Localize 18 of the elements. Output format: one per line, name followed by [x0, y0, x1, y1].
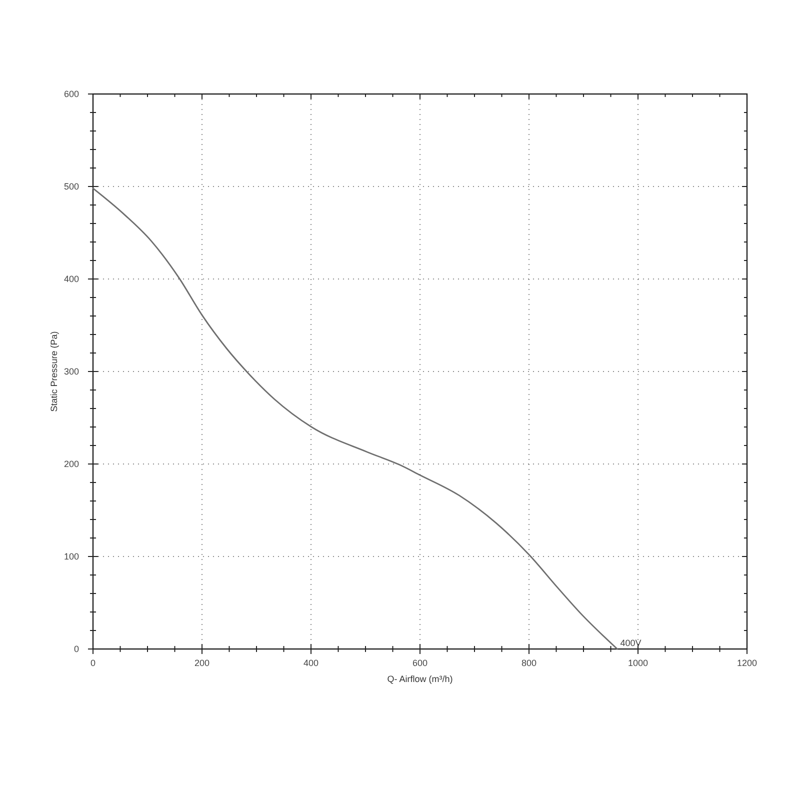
y-tick-label: 0 [74, 644, 79, 654]
x-axis-title: Q- Airflow (m³/h) [387, 674, 453, 684]
y-tick-label: 300 [64, 366, 79, 376]
x-tick-label: 1000 [628, 658, 648, 668]
y-tick-label: 100 [64, 552, 79, 562]
y-tick-label: 500 [64, 182, 79, 192]
y-axis-title: Static Pressure (Pa) [49, 331, 59, 412]
x-tick-label: 0 [90, 658, 96, 668]
series-label: 400V [620, 638, 642, 648]
y-tick-label: 600 [64, 89, 79, 99]
x-tick-label: 400 [303, 658, 319, 668]
x-tick-label: 800 [521, 658, 537, 668]
y-tick-label: 200 [64, 459, 79, 469]
x-tick-label: 600 [412, 658, 428, 668]
line-series [92, 188, 618, 650]
x-tick-label: 200 [194, 658, 210, 668]
x-tick-label: 1200 [736, 658, 758, 668]
y-tick-label: 400 [64, 274, 79, 284]
